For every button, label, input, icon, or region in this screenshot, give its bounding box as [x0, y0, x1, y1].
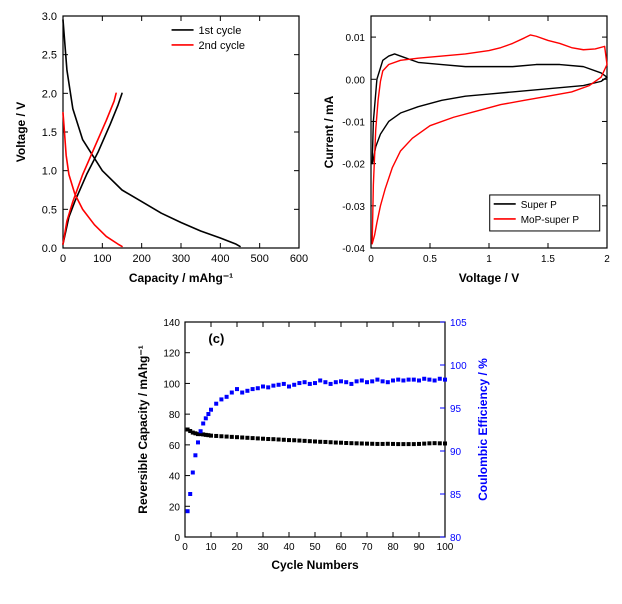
svg-text:Voltage / V: Voltage / V: [459, 271, 519, 285]
svg-text:1: 1: [486, 254, 492, 265]
svg-text:30: 30: [257, 542, 269, 553]
svg-text:90: 90: [450, 447, 462, 458]
svg-text:(c): (c): [208, 331, 224, 346]
svg-text:1.5: 1.5: [42, 127, 57, 139]
svg-text:80: 80: [169, 410, 181, 421]
svg-text:500: 500: [250, 253, 268, 265]
svg-text:80: 80: [387, 542, 399, 553]
svg-text:0: 0: [368, 254, 374, 265]
svg-text:0: 0: [182, 542, 188, 553]
svg-text:100: 100: [450, 361, 467, 372]
svg-text:1.5: 1.5: [541, 254, 555, 265]
svg-text:105: 105: [450, 318, 467, 329]
panel-cycling: 0 10 20 30 40 50 60 70 80 90 100 0 20 40 60 80 100 120 140…: [125, 310, 505, 600]
svg-text:Current / mA: Current / mA: [322, 95, 336, 168]
svg-text:Voltage / V: Voltage / V: [14, 102, 28, 162]
svg-text:120: 120: [163, 349, 180, 360]
svg-text:1st cycle: 1st cycle: [199, 25, 242, 37]
svg-text:0: 0: [174, 533, 180, 544]
svg-text:0.00: 0.00: [346, 75, 366, 86]
svg-text:80: 80: [450, 533, 462, 544]
svg-text:0: 0: [60, 253, 66, 265]
panel-voltage-capacity: 0 100 200 300 400 500 600 0.0 0.5 1.0 1.5 2.0 2.5 3.0…: [10, 6, 310, 296]
svg-text:40: 40: [169, 472, 181, 483]
svg-text:Coulombic Efficiency / %: Coulombic Efficiency / %: [476, 358, 490, 501]
svg-text:-0.01: -0.01: [342, 117, 365, 128]
svg-text:60: 60: [335, 542, 347, 553]
svg-text:3.0: 3.0: [42, 11, 57, 23]
panel-cv-curve: 0 0.5 1 1.5 2 -0.04 -0.03 -0.02 -0.01 0.00 0.01 Vol…: [316, 6, 616, 306]
svg-text:Super P: Super P: [521, 200, 557, 211]
svg-text:50: 50: [309, 542, 321, 553]
svg-text:0.5: 0.5: [42, 204, 57, 216]
svg-text:140: 140: [163, 318, 180, 329]
svg-text:70: 70: [361, 542, 373, 553]
svg-text:10: 10: [205, 542, 217, 553]
svg-text:60: 60: [169, 441, 181, 452]
svg-text:MoP-super P: MoP-super P: [521, 215, 580, 226]
svg-text:200: 200: [132, 253, 150, 265]
svg-text:400: 400: [211, 253, 229, 265]
svg-text:0.5: 0.5: [423, 254, 437, 265]
svg-text:Reversible Capacity / mAhg⁻¹: Reversible Capacity / mAhg⁻¹: [136, 345, 150, 513]
svg-text:-0.02: -0.02: [342, 160, 365, 171]
svg-text:1.0: 1.0: [42, 166, 57, 178]
svg-text:100: 100: [163, 379, 180, 390]
svg-text:0.01: 0.01: [346, 33, 366, 44]
svg-text:95: 95: [450, 404, 462, 415]
svg-text:2.5: 2.5: [42, 50, 57, 62]
svg-text:85: 85: [450, 490, 462, 501]
svg-text:2.0: 2.0: [42, 88, 57, 100]
svg-text:Cycle Numbers: Cycle Numbers: [271, 558, 359, 572]
svg-text:90: 90: [413, 542, 425, 553]
svg-text:-0.04: -0.04: [342, 244, 365, 255]
svg-text:2: 2: [604, 254, 610, 265]
svg-text:300: 300: [172, 253, 190, 265]
svg-text:Capacity / mAhg⁻¹: Capacity / mAhg⁻¹: [129, 271, 233, 285]
svg-text:20: 20: [169, 502, 181, 513]
svg-text:0.0: 0.0: [42, 243, 57, 255]
svg-text:600: 600: [290, 253, 308, 265]
svg-text:40: 40: [283, 542, 295, 553]
svg-text:20: 20: [231, 542, 243, 553]
svg-text:2nd cycle: 2nd cycle: [199, 40, 245, 52]
svg-text:-0.03: -0.03: [342, 202, 365, 213]
svg-text:100: 100: [93, 253, 111, 265]
